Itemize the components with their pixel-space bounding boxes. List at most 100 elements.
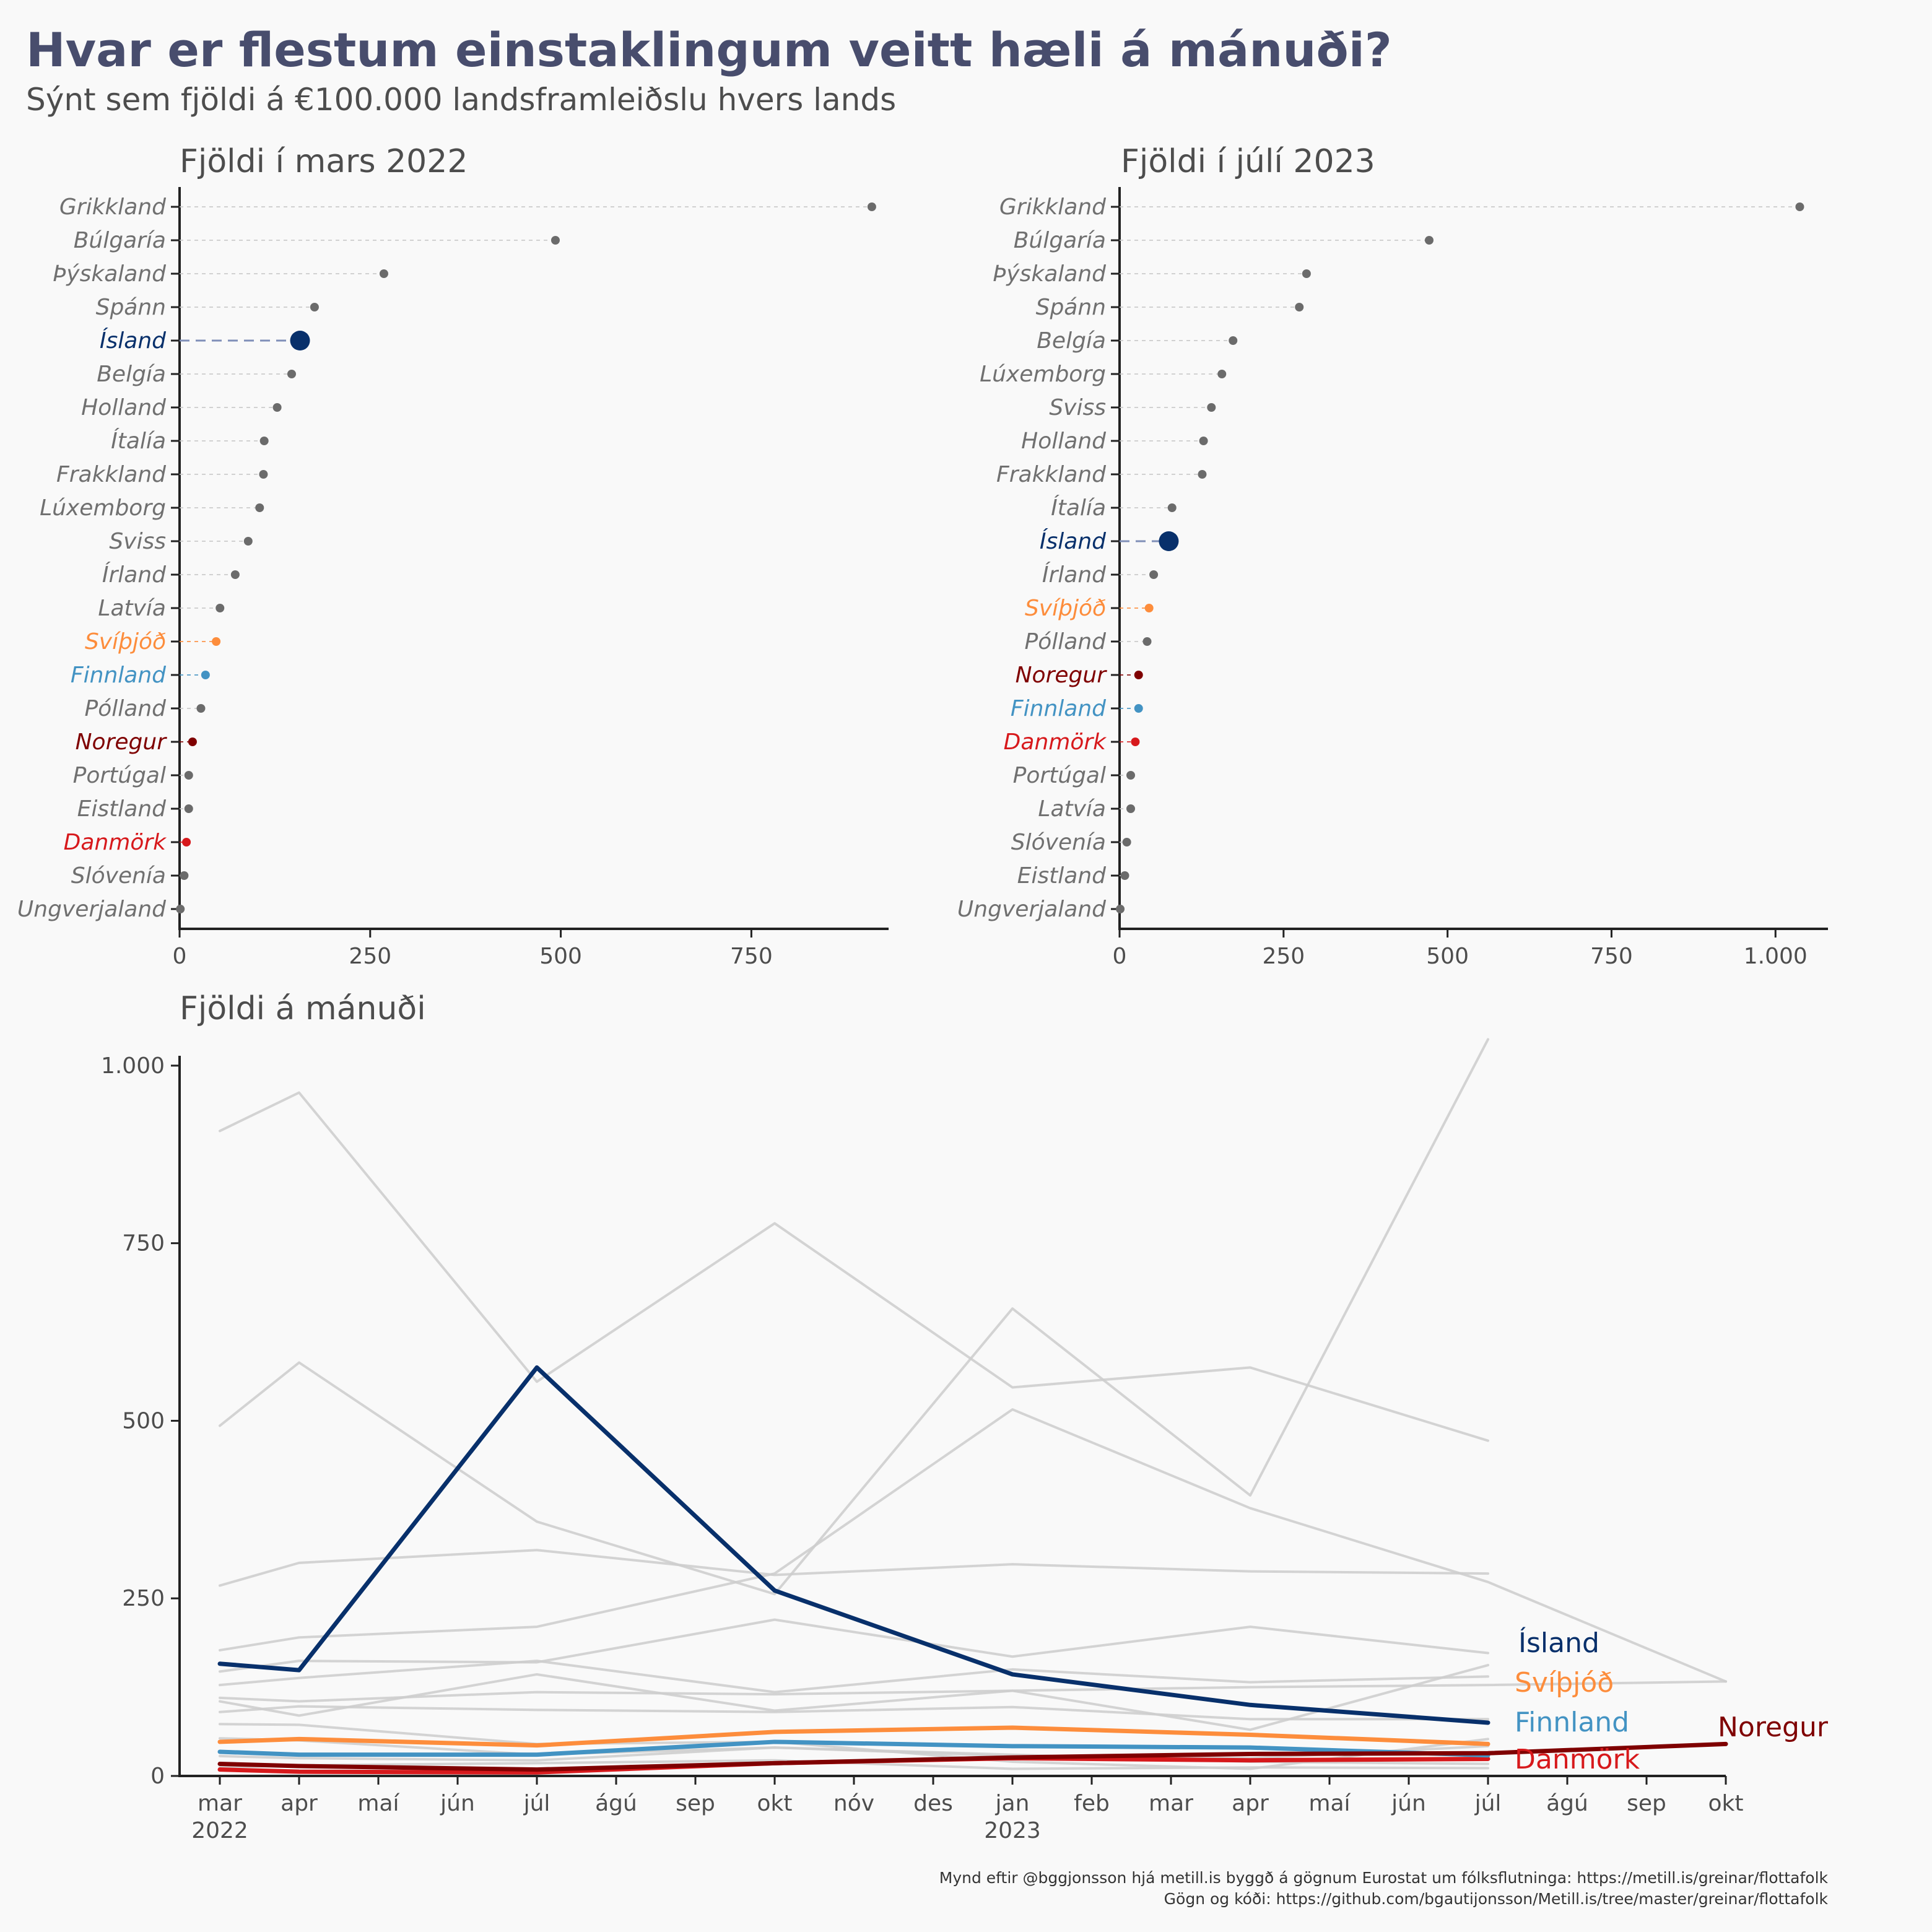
country-label-slovenia: Slóvenía <box>1011 830 1106 855</box>
dot-plot-1: Fjöldi í mars 2022 0 250 500 750 Grikkland Búl… <box>17 143 889 969</box>
dot-luxemborg <box>1217 370 1227 378</box>
country-label-sviss: Sviss <box>109 529 166 554</box>
country-label-noregur: Noregur <box>76 729 168 755</box>
country-label-luxemborg: Lúxemborg <box>40 495 166 521</box>
x-tick-label-line: sep <box>676 1791 715 1816</box>
country-label-frakkland: Frakkland <box>56 462 167 487</box>
x-tick-label: maí <box>357 1791 399 1816</box>
dot-latvia <box>1126 804 1136 813</box>
x-tick-label: okt <box>757 1791 793 1816</box>
x-tick-label-line: jún <box>1391 1791 1426 1816</box>
x-tick-label-line: mar <box>1149 1791 1193 1816</box>
x-tick-label: 750 <box>730 944 773 969</box>
x-tick-label: jan 2023 <box>984 1791 1041 1843</box>
country-label-holland: Holland <box>81 395 167 420</box>
country-label-luxemborg: Lúxemborg <box>980 362 1106 387</box>
country-label-latvia: Latvía <box>1038 796 1106 822</box>
dot-sviss <box>1207 403 1216 412</box>
x-tick-label-line: des <box>913 1791 953 1816</box>
x-tick-label: mar <box>1149 1791 1193 1816</box>
page-subtitle: Sýnt sem fjöldi á €100.000 landsframleið… <box>26 82 897 118</box>
dot-eistland <box>184 804 193 813</box>
country-label-belgia: Belgía <box>1037 328 1106 354</box>
country-label-spann: Spánn <box>1036 295 1106 320</box>
x-tick-label-line: maí <box>357 1791 399 1816</box>
series-line-other <box>219 1038 1489 1596</box>
country-label-portugal: Portúgal <box>73 763 166 788</box>
dot-finnland <box>1134 704 1143 713</box>
country-label-belgia: Belgía <box>97 362 166 387</box>
dot-ungverjaland <box>1116 905 1125 913</box>
series-line-finnland <box>217 1739 1490 1758</box>
dot-danmork <box>182 838 191 846</box>
series-line-other <box>219 1091 1489 1442</box>
caption: Mynd eftir @bggjonsson hjá metill.is byg… <box>939 1868 1828 1910</box>
x-tick-label: apr <box>281 1791 318 1816</box>
dot-noregur <box>1134 671 1143 679</box>
dot-bulgaria <box>1424 236 1434 245</box>
dot-noregur <box>188 738 197 746</box>
dot-thyskaland <box>379 269 388 278</box>
country-label-finnland: Finnland <box>1011 696 1107 721</box>
dot-slovenia <box>180 871 189 880</box>
x-tick-label: feb <box>1074 1791 1110 1816</box>
page-title: Hvar er flestum einstaklingum veitt hæli… <box>26 22 1392 77</box>
country-label-grikkland: Grikkland <box>59 194 167 220</box>
series-label-danmork: Danmörk <box>1515 1744 1640 1775</box>
series-line-noregur <box>217 1741 1728 1772</box>
country-label-portugal: Portúgal <box>1013 763 1106 788</box>
series-line-other <box>219 1549 1489 1587</box>
dot-italia <box>259 437 269 445</box>
country-label-latvia: Latvía <box>98 596 166 621</box>
country-label-slovenia: Slóvenía <box>71 863 166 889</box>
x-tick-label-line: 2023 <box>984 1818 1041 1843</box>
x-tick-label: 0 <box>173 944 187 969</box>
x-tick-label: júl <box>1474 1791 1502 1816</box>
x-tick-label: 250 <box>1262 944 1305 969</box>
dot-finnland <box>201 671 210 679</box>
series-label-noregur: Noregur <box>1718 1712 1829 1743</box>
series-line-island <box>217 1365 1490 1725</box>
dot-polland <box>1142 637 1152 646</box>
x-tick-label: maí <box>1308 1791 1351 1816</box>
series-line-other <box>219 1680 1727 1703</box>
series-line-other <box>219 1664 1489 1731</box>
x-tick-label-line: júl <box>1474 1791 1502 1816</box>
x-tick-label: sep <box>676 1791 715 1816</box>
country-label-island: Ísland <box>1040 528 1107 554</box>
series-label-svithjod: Svíþjóð <box>1515 1667 1614 1699</box>
country-label-danmork: Danmörk <box>64 830 167 855</box>
country-label-polland: Pólland <box>85 696 167 721</box>
x-tick-label: jún <box>1391 1791 1426 1816</box>
x-tick-label-line: jan <box>995 1791 1030 1816</box>
country-label-eistland: Eistland <box>1017 863 1107 889</box>
dot-italia <box>1167 503 1177 512</box>
x-tick-label: júl <box>523 1791 550 1816</box>
country-label-thyskaland: Þýskaland <box>993 261 1107 287</box>
x-tick-label: ágú <box>595 1791 637 1816</box>
dot-eistland <box>1120 871 1129 880</box>
series-line-other <box>219 1618 1489 1673</box>
country-label-italia: Ítalía <box>111 428 166 454</box>
dot-holland <box>1199 437 1208 445</box>
series-line-other <box>219 1660 1489 1694</box>
dot-plot-title: Fjöldi í júlí 2023 <box>1121 143 1375 180</box>
x-tick-label-line: sep <box>1627 1791 1666 1816</box>
dot-island <box>290 331 310 350</box>
x-tick-label: okt <box>1708 1791 1744 1816</box>
country-label-noregur: Noregur <box>1016 663 1108 688</box>
dot-bulgaria <box>550 236 560 245</box>
line-chart-title: Fjöldi á mánuði <box>180 990 426 1027</box>
x-tick-label-line: maí <box>1308 1791 1351 1816</box>
country-label-holland: Holland <box>1021 429 1107 454</box>
dot-thyskaland <box>1302 269 1311 278</box>
dot-irland <box>230 570 240 579</box>
dot-portugal <box>1126 771 1136 780</box>
country-label-thyskaland: Þýskaland <box>53 261 167 287</box>
x-tick-label-line: ágú <box>595 1791 637 1816</box>
country-label-bulgaria: Búlgaría <box>74 228 166 253</box>
caption-line-1: Mynd eftir @bggjonsson hjá metill.is byg… <box>939 1869 1828 1887</box>
dot-latvia <box>215 604 225 612</box>
x-tick-label: 500 <box>1426 944 1469 969</box>
